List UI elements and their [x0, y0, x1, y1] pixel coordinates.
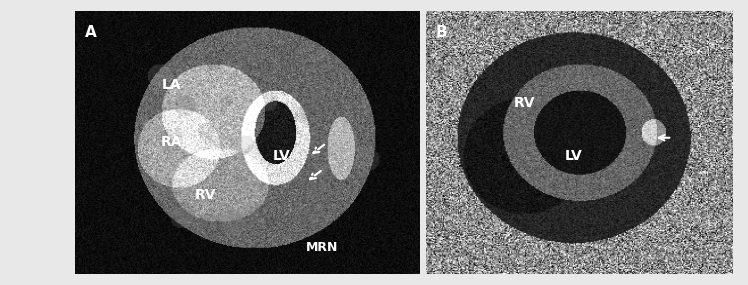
Text: A: A — [85, 25, 97, 40]
Text: RA: RA — [160, 135, 182, 150]
Text: RV: RV — [194, 188, 216, 202]
Text: LV: LV — [565, 148, 583, 163]
Text: LV: LV — [272, 148, 290, 163]
Text: B: B — [435, 25, 447, 40]
Text: MRN: MRN — [307, 241, 339, 254]
Text: LA: LA — [162, 78, 181, 92]
Text: RV: RV — [514, 96, 536, 110]
